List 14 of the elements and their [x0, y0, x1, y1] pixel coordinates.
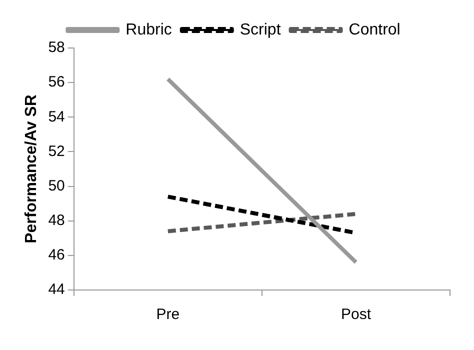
- legend-label: Control: [348, 21, 400, 38]
- y-tick-label: 58: [48, 39, 65, 56]
- y-tick-label: 44: [48, 281, 65, 298]
- y-tick-label: 46: [48, 246, 65, 264]
- y-tick-label: 56: [48, 74, 65, 91]
- y-tick-label: 54: [48, 108, 65, 126]
- legend-label: Script: [240, 21, 282, 38]
- y-tick-label: 50: [48, 177, 65, 194]
- y-axis-title: Performance/Av SR: [23, 94, 40, 244]
- x-tick-label: Post: [340, 306, 372, 324]
- x-tick-label: Pre: [156, 306, 180, 324]
- y-tick-label: 48: [48, 212, 65, 229]
- y-tick-label: 52: [48, 142, 65, 160]
- legend-label: Rubric: [126, 21, 172, 38]
